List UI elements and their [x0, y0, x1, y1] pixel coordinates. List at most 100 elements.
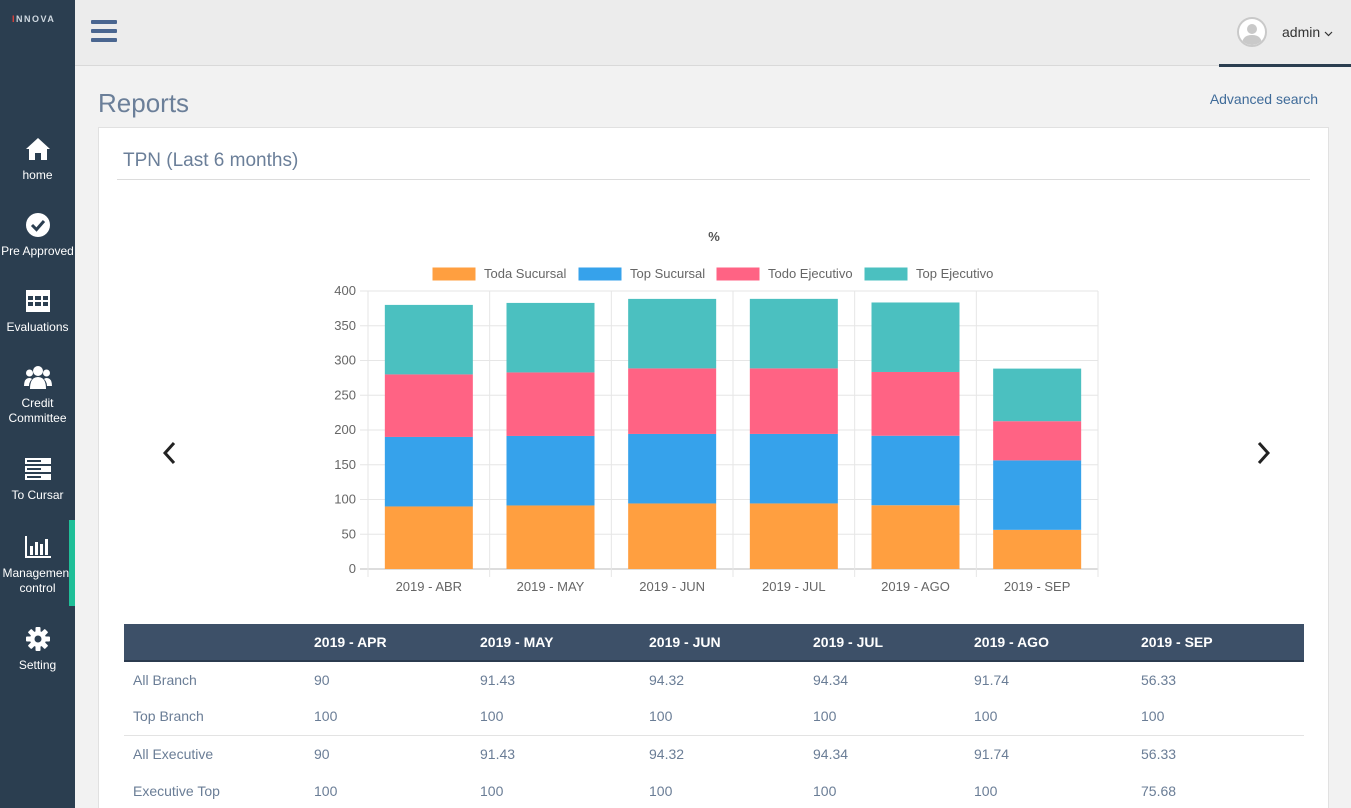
sidebar-item-label: home	[22, 168, 53, 182]
table-cell: All Executive	[124, 734, 314, 772]
bar-segment	[384, 506, 473, 569]
data-table: 2019 - APR 2019 - MAY 2019 - JUN 2019 - …	[124, 624, 1304, 808]
table-cell: 91.43	[480, 672, 516, 688]
legend-label: Todo Ejecutivo	[768, 266, 853, 281]
bar-segment	[506, 372, 595, 436]
table-cell: 91.43	[480, 734, 649, 772]
y-tick-label: 250	[334, 387, 356, 402]
bar-segment	[871, 435, 960, 506]
user-icon	[1242, 24, 1262, 45]
legend-swatch	[863, 266, 909, 282]
sidebar-item-management-control[interactable]: Management control	[0, 520, 75, 606]
table-cell: 100	[480, 708, 504, 725]
sidebar-item-label: Setting	[18, 658, 57, 672]
table-cell: Top Branch	[133, 708, 204, 725]
x-tick-label: 2019 - SEP	[1004, 579, 1071, 594]
sidebar-item-label: Evaluations	[6, 320, 69, 334]
bar-segment	[506, 505, 595, 569]
table-row: All Executive 90 91.43 94.32 94.34 91.74…	[124, 734, 1304, 772]
table-cell: 90	[314, 734, 480, 772]
sidebar-item-label-line1: Management	[2, 566, 73, 580]
table-cell: 91.74	[974, 672, 1010, 688]
table-cell: 100	[314, 782, 338, 799]
table-row: All Branch 90 91.43 94.32 94.34 91.74 56…	[124, 661, 1304, 698]
legend-label: Top Sucursal	[630, 266, 705, 281]
previous-arrow-icon[interactable]	[157, 440, 183, 466]
gear-icon	[25, 627, 50, 651]
table-header-cell: 2019 - MAY	[480, 624, 649, 662]
sidebar: INNOVA home Pre Approved Evaluations Cre…	[0, 0, 75, 808]
table-cell: 94.32	[649, 672, 685, 688]
y-tick-label: 50	[342, 526, 356, 541]
bar-segment	[871, 371, 960, 436]
table-cell: 100	[974, 708, 998, 725]
table-cell: 56.33	[1141, 672, 1177, 688]
table-header-cell: 2019 - AGO	[974, 624, 1141, 662]
y-tick-label: 300	[334, 353, 356, 368]
sidebar-item-label-line2: control	[19, 581, 56, 595]
next-arrow-icon[interactable]	[1250, 440, 1276, 466]
legend-swatch	[577, 266, 623, 282]
sidebar-item-to-cursar[interactable]: To Cursar	[0, 456, 75, 503]
bar-chart-icon	[24, 536, 51, 558]
avatar[interactable]	[1237, 17, 1267, 47]
x-tick-label: 2019 - MAY	[517, 579, 585, 594]
y-tick-label: 150	[334, 457, 356, 472]
sidebar-item-home[interactable]: home	[0, 136, 75, 183]
username[interactable]: admin	[1282, 24, 1333, 40]
bar-segment	[749, 298, 838, 369]
sidebar-item-pre-approved[interactable]: Pre Approved	[0, 212, 75, 259]
user-menu[interactable]: admin	[1219, 0, 1351, 67]
table-cell: 100	[480, 782, 504, 799]
users-icon	[23, 366, 52, 389]
bar-segment	[993, 368, 1082, 422]
bar-segment	[749, 503, 838, 569]
bar-segment	[506, 302, 595, 373]
sidebar-item-setting[interactable]: Setting	[0, 626, 75, 673]
table-cell: 94.34	[813, 734, 974, 772]
table-header-cell	[124, 624, 314, 662]
bar-segment	[871, 505, 960, 569]
divider	[117, 179, 1310, 180]
home-icon	[25, 138, 50, 160]
legend-label: Top Ejecutivo	[916, 266, 993, 281]
table-row: Executive Top 100 100 100 100 100 75.68	[124, 772, 1304, 808]
y-tick-label: 0	[349, 561, 356, 576]
chevron-down-icon	[1324, 31, 1333, 37]
table-cell: All Branch	[133, 672, 197, 688]
x-tick-label: 2019 - JUN	[639, 579, 705, 594]
user-menu-underline	[1219, 64, 1351, 67]
sidebar-item-label: To Cursar	[11, 488, 64, 502]
table-cell: 100	[649, 782, 673, 799]
sidebar-item-label-line2: Committee	[8, 411, 67, 425]
table-cell: 100	[649, 708, 673, 725]
bar-segment	[993, 460, 1082, 530]
bar-segment	[628, 433, 717, 504]
legend-swatch	[715, 266, 761, 282]
table-header-cell: 2019 - JUN	[649, 624, 813, 662]
table-cell: 94.34	[813, 672, 849, 688]
x-tick-label: 2019 - AGO	[881, 579, 950, 594]
server-icon	[24, 458, 51, 480]
table-cell: 100	[1141, 708, 1165, 725]
advanced-search-link[interactable]: Advanced search	[1209, 91, 1318, 107]
table-cell: 100	[813, 708, 837, 725]
sidebar-item-evaluations[interactable]: Evaluations	[0, 288, 75, 335]
bar-segment	[384, 374, 473, 437]
top-bar: admin	[75, 0, 1351, 67]
bar-segment	[506, 435, 595, 506]
table-cell: 100	[813, 782, 837, 799]
x-tick-label: 2019 - JUL	[762, 579, 826, 594]
bar-segment	[749, 368, 838, 434]
table-header-cell: 2019 - SEP	[1141, 624, 1304, 662]
y-tick-label: 400	[334, 283, 356, 298]
menu-toggle-button[interactable]	[91, 20, 117, 42]
sidebar-item-credit-committee[interactable]: Credit Committee	[0, 364, 75, 426]
stacked-bar-chart: % Toda Sucursal Top Sucursal Todo Ejecutivo…	[334, 229, 1099, 594]
table-icon	[25, 290, 50, 312]
bar-segment	[628, 368, 717, 434]
table-cell: 94.32	[649, 734, 813, 772]
table-header-cell: 2019 - JUL	[813, 624, 974, 662]
sidebar-item-label: Pre Approved	[1, 244, 74, 258]
table-row: Top Branch 100 100 100 100 100 100	[124, 698, 1304, 735]
